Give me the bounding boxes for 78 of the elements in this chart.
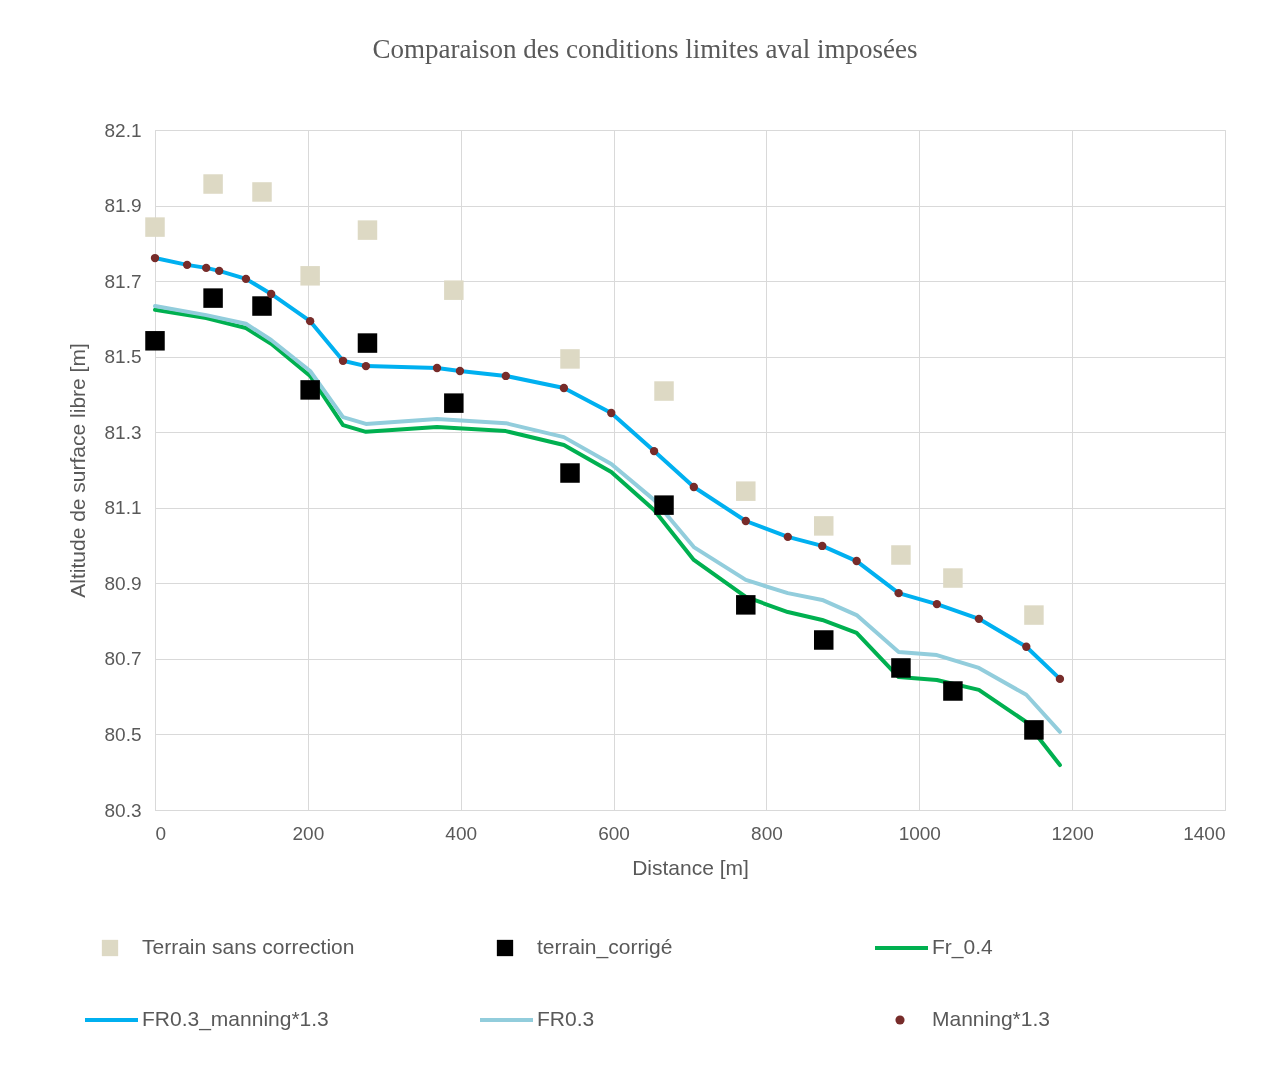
y-tick-label: 80.9 [104, 572, 142, 594]
point [654, 495, 674, 515]
point [300, 380, 320, 400]
y-tick-label: 81.7 [104, 270, 142, 292]
point [818, 541, 827, 551]
point [1055, 674, 1065, 684]
point [305, 316, 315, 326]
point [182, 260, 192, 270]
point [894, 588, 903, 598]
y-tick-label: 80.3 [104, 799, 142, 821]
point [252, 296, 272, 316]
point [654, 381, 674, 401]
legend-label: FR0.3 [537, 1007, 595, 1030]
point [943, 681, 963, 701]
point [1022, 642, 1031, 651]
point [145, 331, 165, 351]
point [241, 274, 251, 284]
point [252, 182, 272, 202]
point [361, 361, 371, 371]
point [943, 568, 963, 588]
y-axis-title: Altitude de surface libre [m] [65, 343, 89, 598]
y-tick-label: 82.1 [104, 119, 142, 141]
x-tick-label: 200 [292, 822, 325, 844]
x-tick-label: 1400 [1183, 822, 1226, 844]
point [1024, 605, 1044, 625]
legend-label: Terrain sans correction [142, 935, 355, 958]
point [974, 614, 984, 624]
point [300, 266, 320, 286]
point [560, 463, 580, 483]
point [814, 630, 834, 650]
y-tick-label: 80.7 [104, 648, 142, 670]
legend-label: FR0.3_manning*1.3 [142, 1007, 329, 1031]
x-tick-label: 800 [751, 822, 783, 844]
point [736, 595, 756, 615]
point [560, 349, 580, 369]
point [215, 266, 224, 276]
y-tick-label: 81.3 [104, 421, 142, 443]
point [266, 289, 276, 299]
point [432, 363, 442, 373]
legend-label: terrain_corrigé [537, 935, 673, 959]
y-tick-label: 81.1 [104, 497, 142, 519]
legend-label: Manning*1.3 [932, 1007, 1050, 1030]
x-tick-label: 1200 [1051, 822, 1094, 844]
point [455, 366, 465, 376]
point [203, 174, 223, 194]
x-tick-label: 1000 [898, 822, 941, 844]
point [203, 288, 223, 308]
point [444, 393, 464, 413]
point [444, 280, 464, 300]
point [814, 516, 834, 536]
point [1024, 720, 1044, 740]
point [689, 482, 698, 492]
point [891, 545, 911, 565]
x-tick-label: 0 [155, 822, 167, 844]
point [736, 481, 756, 501]
point [357, 220, 378, 240]
x-tick-label: 600 [598, 822, 630, 844]
point [741, 516, 750, 526]
point [891, 658, 911, 678]
point [338, 356, 348, 365]
point [607, 408, 616, 418]
point [852, 556, 861, 566]
point [501, 371, 510, 381]
point [150, 253, 160, 263]
y-tick-label: 81.9 [104, 195, 142, 217]
x-tick-label: 400 [445, 822, 478, 844]
y-tick-label: 80.5 [104, 723, 142, 745]
point [202, 263, 211, 273]
x-axis-title: Distance [m] [632, 855, 749, 879]
chart-title: Comparaison des conditions limites aval imposées [372, 34, 918, 64]
point [559, 383, 569, 393]
point [649, 446, 659, 456]
point [783, 532, 793, 542]
legend-label: Fr_0.4 [932, 935, 994, 959]
point [357, 333, 378, 353]
y-tick-label: 81.5 [104, 346, 142, 368]
point [932, 599, 942, 609]
point [145, 217, 165, 237]
